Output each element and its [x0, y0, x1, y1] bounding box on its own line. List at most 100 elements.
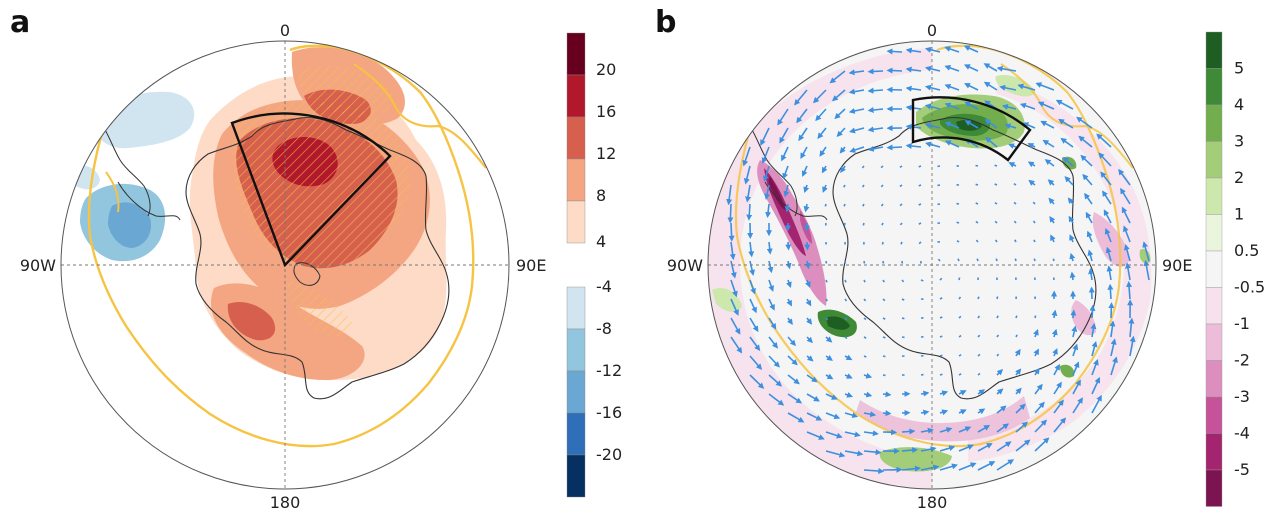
wind-vector-arrow: [920, 464, 940, 471]
wind-vector-arrow: [1032, 220, 1036, 224]
wind-vector-arrow: [867, 126, 884, 133]
wind-vector-arrow: [825, 373, 834, 380]
colorbar-b-swatch: [1205, 287, 1223, 325]
wind-vector-arrow: [863, 279, 866, 283]
wind-vector-arrow: [1034, 419, 1048, 433]
wind-vector-arrow: [844, 450, 864, 457]
colorbar-b-swatch: [1205, 360, 1223, 398]
panel-b-colorbar: 5 4 3 2 1 0.5 -0.5 -1 -2 -3 -4 -5: [1205, 31, 1265, 507]
wind-vector-arrow: [785, 241, 792, 251]
wind-vector-arrow: [727, 203, 734, 224]
wind-vector-arrow: [801, 165, 808, 177]
wind-vector-arrow: [861, 165, 865, 169]
wind-vector-arrow: [1120, 187, 1131, 205]
wind-vector-arrow: [964, 120, 979, 129]
wind-vector-arrow: [937, 258, 941, 262]
wind-vector-arrow: [1091, 358, 1099, 376]
wind-vector-arrow: [825, 317, 829, 321]
wind-vector-arrow: [806, 374, 818, 383]
wind-vector-arrow: [1109, 320, 1116, 338]
colorbar-b-tick: 0.5: [1234, 241, 1259, 260]
wind-vector-arrow: [1049, 215, 1056, 224]
wind-vector-arrow: [863, 391, 873, 398]
wind-vector-arrow: [1015, 439, 1031, 452]
wind-vector-arrow: [996, 315, 999, 319]
wind-vector-arrow: [1014, 239, 1017, 243]
wind-vector-arrow: [944, 83, 960, 91]
wind-vector-arrow: [880, 184, 884, 188]
wind-vector-arrow: [1033, 367, 1040, 376]
wind-vector-arrow: [918, 165, 922, 168]
wind-vector-arrow: [1124, 243, 1131, 262]
wind-vector-arrow: [786, 298, 792, 307]
wind-vector-arrow: [1067, 197, 1074, 205]
wind-vector-arrow: [812, 89, 827, 104]
wind-vector-arrow: [958, 373, 962, 376]
panel-a-shading: [69, 44, 487, 448]
wind-vector-arrow: [787, 355, 798, 366]
wind-vector-arrow: [844, 431, 861, 438]
wind-vector-arrow: [958, 354, 962, 357]
wind-vector-arrow: [985, 136, 998, 148]
panel-b-label-top: 0: [927, 21, 937, 40]
wind-vector-arrow: [958, 390, 967, 396]
panel-a-label-bottom: 180: [270, 493, 301, 512]
wind-vector-arrow: [748, 241, 755, 258]
wind-vector-arrow: [899, 222, 903, 226]
colorbar-b-tick: -4: [1234, 424, 1250, 443]
wind-vector-arrow: [844, 336, 848, 340]
wind-vector-arrow: [1105, 246, 1112, 262]
colorbar-a-warm-tick: 8: [596, 186, 606, 205]
colorbar-a-warm-tick: 4: [596, 232, 606, 251]
wind-vector-arrow: [1013, 201, 1017, 205]
colorbar-b-tick: 3: [1234, 132, 1244, 151]
wind-vector-arrow: [806, 336, 813, 344]
wind-vector-arrow: [843, 203, 846, 207]
wind-vector-arrow: [867, 145, 884, 152]
wind-vector-arrow: [1015, 334, 1018, 338]
wind-vector-arrow: [1128, 317, 1135, 338]
colorbar-b-swatch: [1205, 396, 1223, 434]
wind-vector-arrow: [825, 336, 833, 343]
wind-vector-arrow: [882, 410, 892, 417]
wind-vector-arrow: [730, 336, 743, 354]
wind-vector-arrow: [977, 425, 991, 433]
wind-vector-arrow: [749, 298, 757, 314]
wind-vector-arrow: [996, 441, 1012, 452]
wind-vector-arrow: [821, 165, 828, 174]
wind-vector-arrow: [787, 412, 805, 423]
wind-vector-arrow: [956, 221, 960, 224]
wind-vector-arrow: [804, 241, 811, 251]
wind-vector-arrow: [939, 409, 949, 416]
wind-vector-arrow: [783, 184, 790, 198]
wind-vector-arrow: [924, 103, 941, 110]
wind-vector-arrow: [806, 412, 823, 421]
wind-vector-arrow: [1048, 197, 1055, 205]
wind-vector-arrow: [728, 222, 735, 242]
wind-vector-arrow: [886, 144, 903, 151]
wind-vector-arrow: [1069, 271, 1076, 281]
wind-vector-arrow: [844, 279, 847, 283]
panel-b: b: [655, 5, 1265, 512]
panel-b-wind-vectors: [726, 45, 1150, 474]
wind-vector-arrow: [939, 390, 949, 397]
colorbar-b-tick: 5: [1234, 59, 1244, 78]
wind-vector-arrow: [977, 334, 981, 338]
wind-vector-arrow: [996, 459, 1015, 471]
wind-vector-arrow: [844, 392, 854, 398]
wind-vector-arrow: [1107, 283, 1114, 300]
wind-vector-arrow: [843, 222, 846, 226]
wind-vector-arrow: [899, 203, 903, 207]
wind-vector-arrow: [901, 317, 905, 320]
wind-vector-arrow: [764, 184, 771, 200]
wind-vector-arrow: [1033, 239, 1036, 243]
wind-vector-arrow: [886, 48, 903, 55]
colorbar-b-swatch: [1205, 323, 1223, 361]
wind-vector-arrow: [1051, 328, 1058, 338]
wind-vector-arrow: [1015, 387, 1022, 395]
wind-vector-arrow: [806, 317, 813, 325]
wind-vector-arrow: [999, 84, 1017, 91]
wind-vector-arrow: [977, 389, 986, 396]
wind-vector-arrow: [957, 258, 960, 262]
